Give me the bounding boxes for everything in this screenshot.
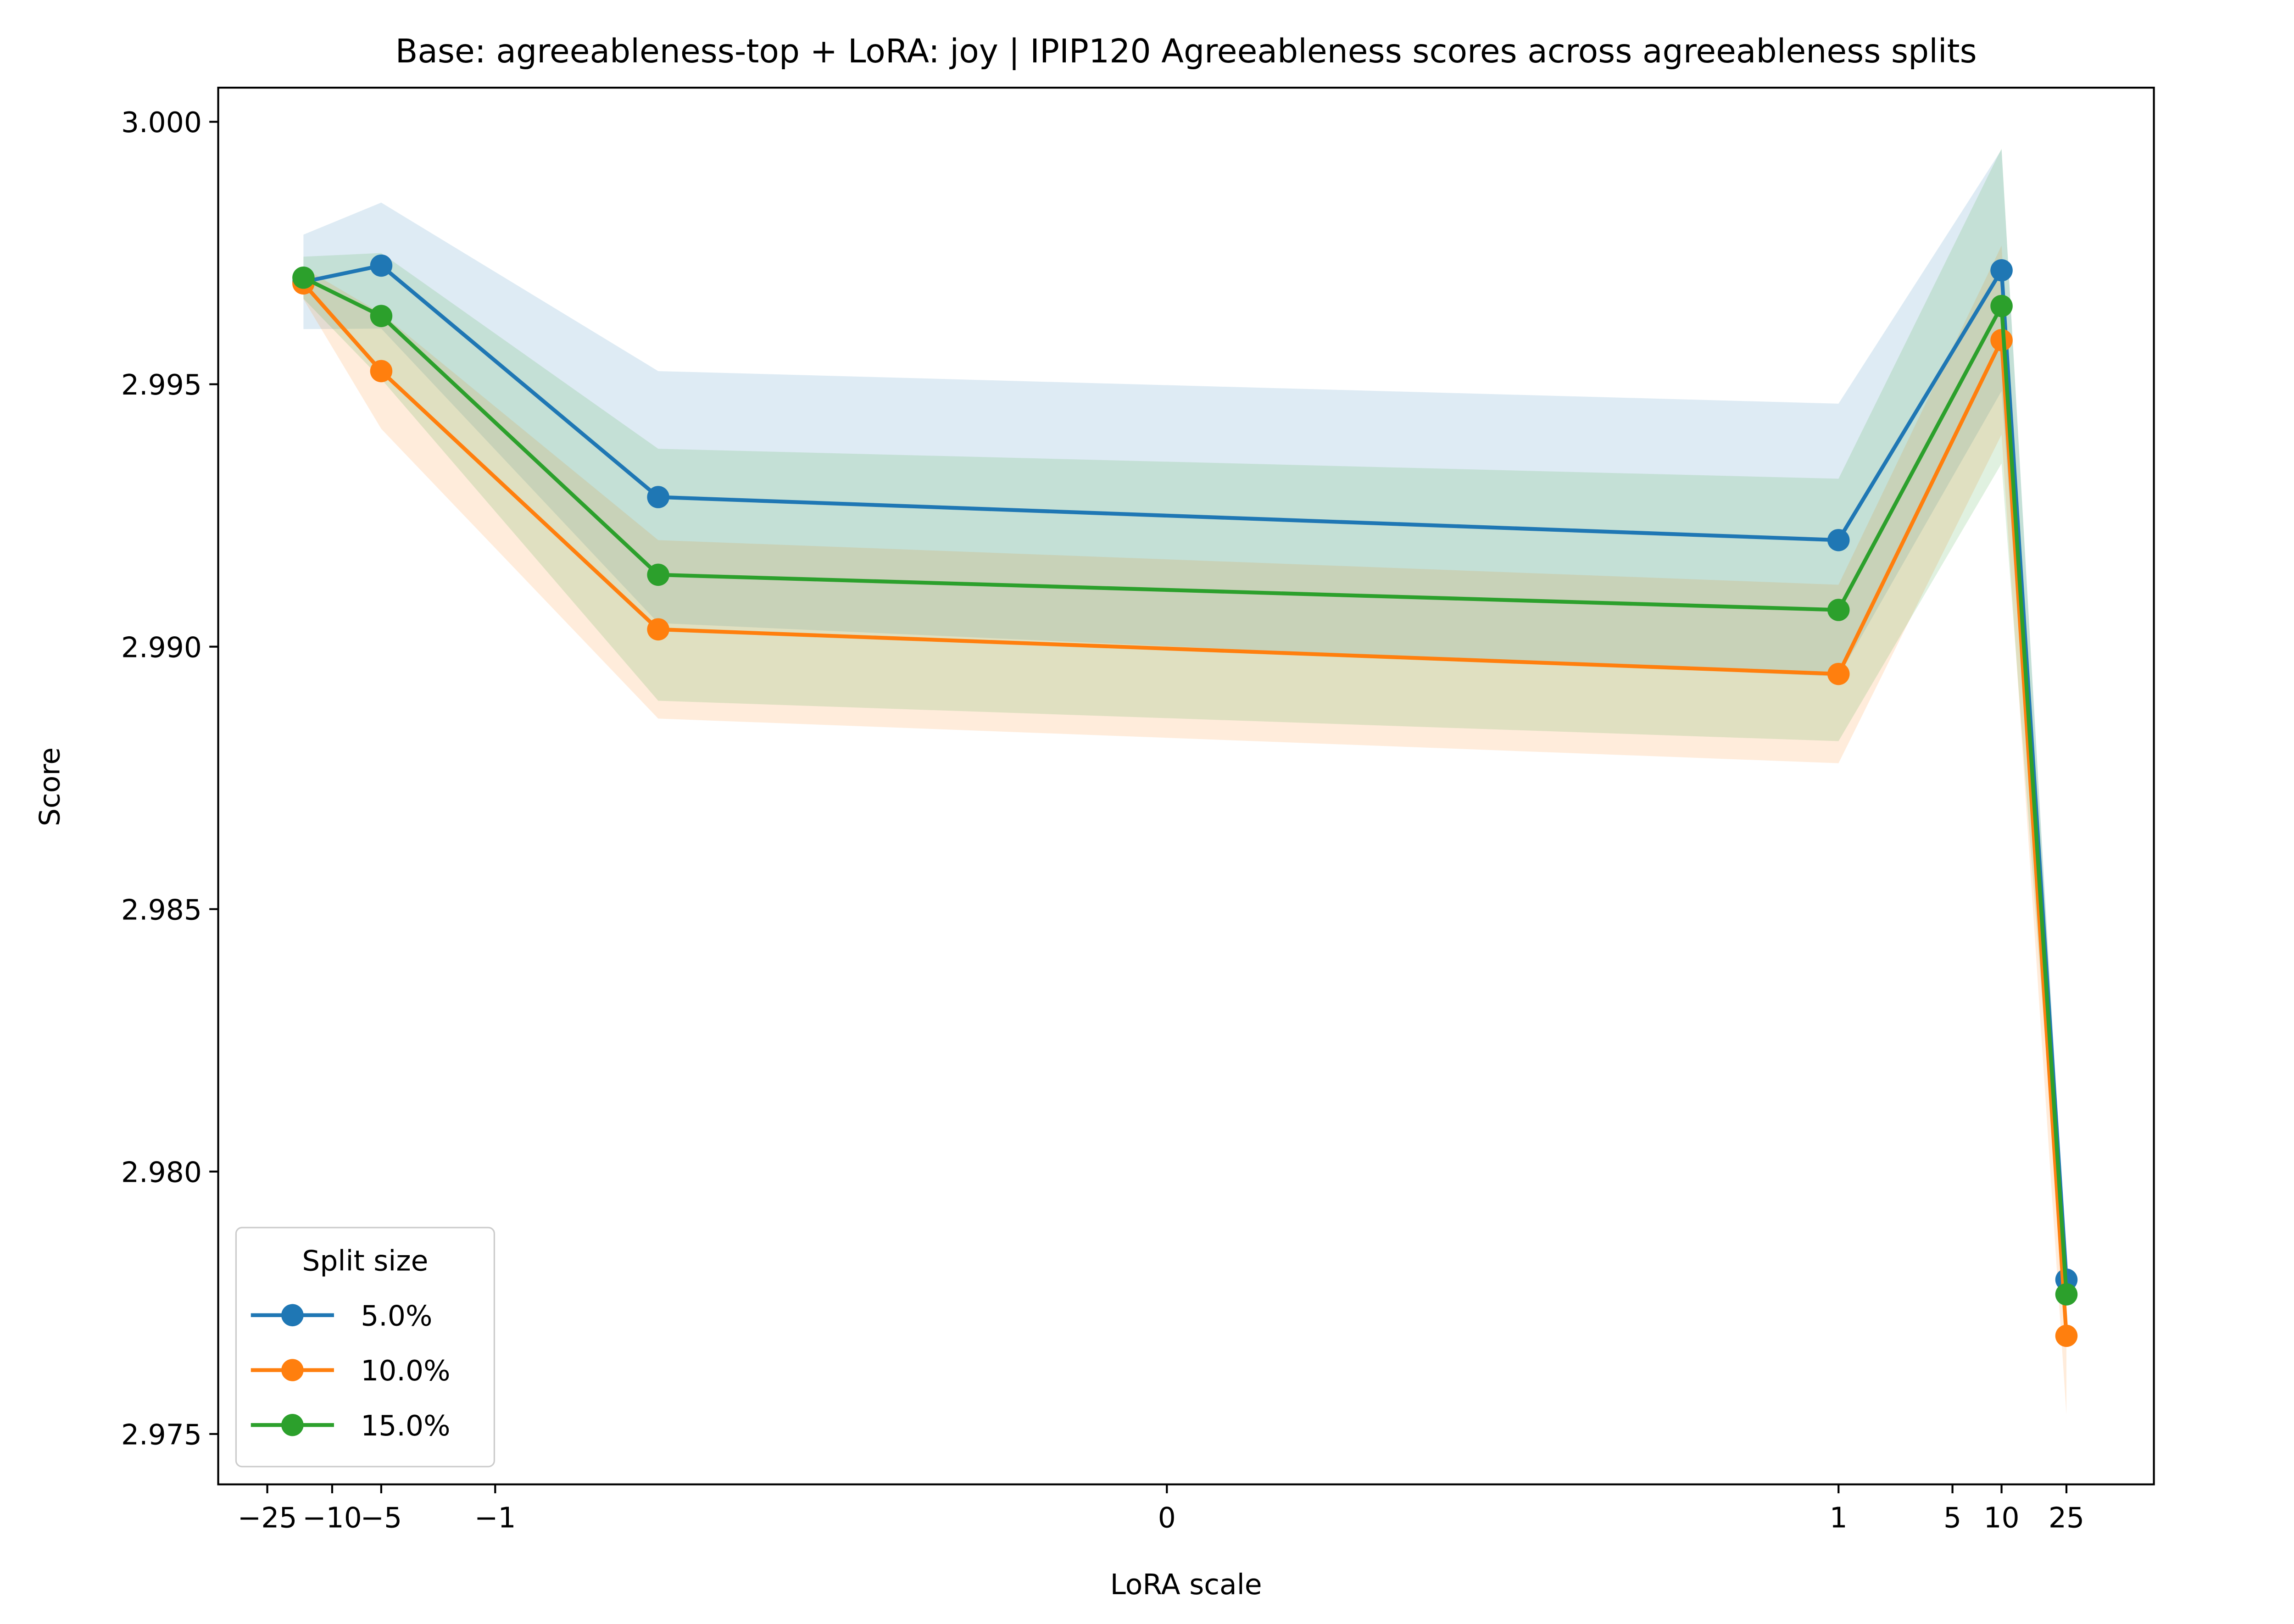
bands: [303, 148, 2066, 1415]
data-point: [292, 267, 315, 289]
error-band: [303, 148, 2066, 1321]
data-point: [370, 254, 393, 277]
y-tick-label: 2.985: [121, 894, 202, 926]
data-point: [1827, 662, 1850, 685]
chart-title: Base: agreeableness-top + LoRA: joy | IP…: [395, 32, 1977, 71]
x-tick-label: 1: [1830, 1502, 1848, 1534]
data-point: [2055, 1324, 2078, 1347]
plot-frame: [217, 86, 2155, 1485]
y-tick-label: 3.000: [121, 106, 202, 139]
data-point: [1990, 259, 2013, 282]
x-axis-label: LoRA scale: [1110, 1568, 1262, 1601]
x-tick-label: −1: [474, 1502, 516, 1534]
y-tick-label: 2.975: [121, 1418, 202, 1451]
x-tick-label: −10: [302, 1502, 362, 1534]
data-point: [647, 486, 669, 508]
series-line: [302, 282, 2069, 1336]
data-point: [1827, 599, 1850, 621]
legend-marker: [281, 1359, 304, 1381]
y-tick-label: 2.995: [121, 369, 202, 401]
data-point: [1990, 329, 2013, 351]
x-tick-label: −5: [361, 1502, 402, 1534]
series-line: [303, 263, 2069, 1280]
legend-marker: [281, 1413, 304, 1436]
x-tick-label: 10: [1983, 1502, 2019, 1534]
data-point: [370, 305, 393, 328]
legend-label: 10.0%: [361, 1355, 450, 1387]
y-tick-label: 2.990: [121, 631, 202, 664]
legend-title: Split size: [302, 1245, 428, 1278]
data-point: [370, 360, 393, 383]
x-tick-label: 5: [1943, 1502, 1961, 1534]
series-line: [302, 276, 2069, 1295]
x-tick-label: 0: [1158, 1502, 1176, 1534]
data-point: [647, 618, 669, 641]
data-point: [647, 563, 669, 586]
legend-label: 5.0%: [361, 1300, 432, 1332]
legend: Split size 5.0% 10.0% 15.0%: [235, 1227, 496, 1468]
y-axis-label: Score: [33, 747, 66, 826]
legend-box: [235, 1227, 496, 1468]
y-tick-label: 2.980: [121, 1156, 202, 1189]
legend-marker: [281, 1304, 304, 1327]
data-point: [2055, 1283, 2078, 1306]
x-tick-label: −25: [238, 1502, 297, 1534]
error-band: [303, 150, 2066, 1296]
data-point: [1990, 295, 2013, 317]
legend-label: 15.0%: [361, 1410, 450, 1442]
x-tick-label: 25: [2049, 1502, 2084, 1534]
data-point: [1827, 529, 1850, 551]
